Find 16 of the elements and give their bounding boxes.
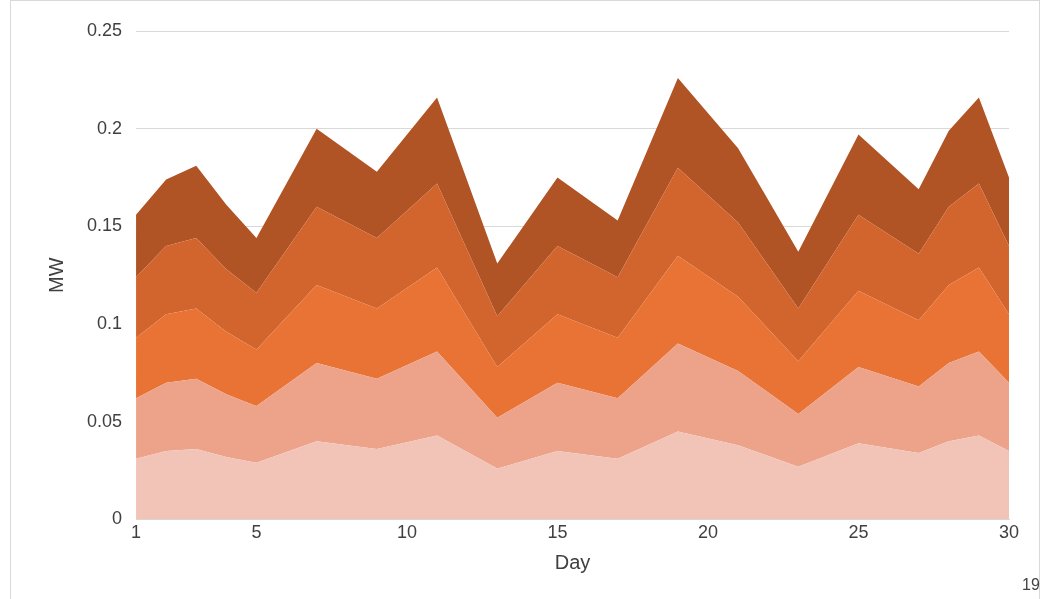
x-axis-title: Day: [554, 550, 591, 573]
x-tick-label: 20: [697, 522, 718, 543]
y-tick-label: 0.15: [86, 215, 123, 236]
x-tick-label: 10: [396, 522, 417, 543]
x-tick-label: 30: [998, 522, 1020, 543]
x-tick-label: 15: [547, 522, 568, 543]
y-tick-label: 0.05: [86, 410, 123, 431]
y-tick-label: 0.1: [97, 313, 123, 334]
x-tick-label: 1: [131, 522, 142, 543]
text: 19: [1022, 576, 1040, 594]
y-tick-label: 0: [112, 508, 123, 529]
x-tick-label: 5: [251, 522, 262, 543]
y-axis-title: MW: [44, 257, 67, 293]
y-tick-label: 0.25: [86, 19, 123, 40]
x-tick-label: 25: [848, 522, 869, 543]
y-tick-label: 0.2: [97, 117, 123, 138]
